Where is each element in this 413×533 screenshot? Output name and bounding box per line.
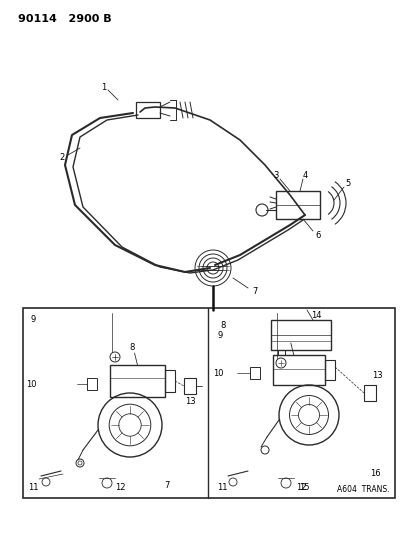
Bar <box>275 191 319 219</box>
Bar <box>110 365 165 397</box>
Bar <box>165 370 175 392</box>
Text: 13: 13 <box>371 370 381 379</box>
Text: 5: 5 <box>344 179 350 188</box>
Text: 4: 4 <box>301 171 307 180</box>
Text: 8: 8 <box>220 321 225 330</box>
Text: 13: 13 <box>184 398 195 407</box>
Text: 3: 3 <box>273 171 278 180</box>
Text: 7: 7 <box>252 287 257 295</box>
Bar <box>136 102 159 118</box>
Text: A604  TRANS.: A604 TRANS. <box>337 486 389 495</box>
Bar <box>363 385 375 401</box>
Text: 6: 6 <box>315 230 320 239</box>
Bar <box>249 367 259 379</box>
Text: 8: 8 <box>130 343 135 351</box>
Text: 14: 14 <box>310 311 320 320</box>
Text: 16: 16 <box>369 469 380 478</box>
Text: 11: 11 <box>28 483 38 492</box>
Bar <box>87 378 97 390</box>
Bar <box>183 378 195 394</box>
Text: 2: 2 <box>59 154 64 163</box>
Text: 90114   2900 B: 90114 2900 B <box>18 14 112 24</box>
Bar <box>271 320 330 350</box>
Text: 15: 15 <box>298 483 309 492</box>
Text: 12: 12 <box>114 483 125 492</box>
Text: 10: 10 <box>26 379 36 389</box>
Text: 11: 11 <box>216 483 227 492</box>
Text: 7: 7 <box>164 481 169 490</box>
Bar <box>272 355 324 385</box>
Text: 9: 9 <box>30 316 36 325</box>
Text: 12: 12 <box>295 483 306 492</box>
Text: 10: 10 <box>212 368 223 377</box>
Bar <box>23 308 394 498</box>
Bar <box>324 360 334 380</box>
Text: 1: 1 <box>101 83 107 92</box>
Text: 9: 9 <box>217 332 222 341</box>
